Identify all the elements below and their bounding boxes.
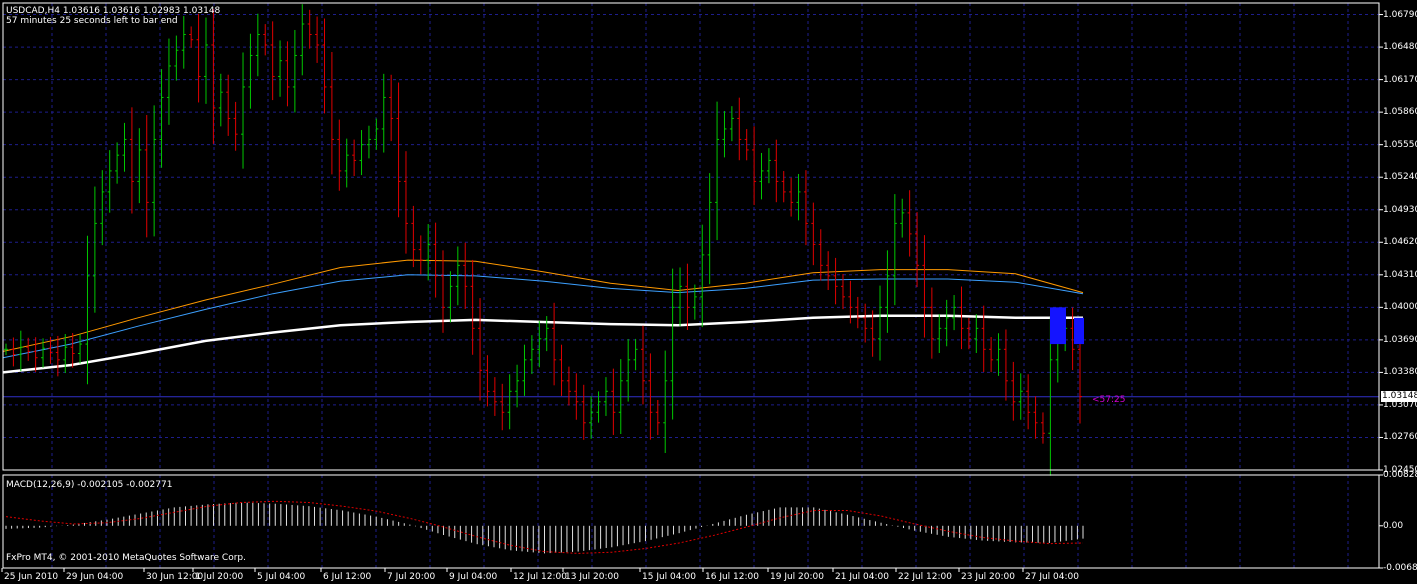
time-label: 30 Jun 12:00 — [146, 572, 204, 582]
time-label: 7 Jul 20:00 — [387, 572, 436, 582]
highlight-box — [1050, 307, 1066, 345]
time-label: 27 Jul 04:00 — [1025, 572, 1079, 582]
price-label: 1.04310 — [1383, 269, 1417, 280]
time-label: 15 Jul 04:00 — [642, 572, 696, 582]
ma-line — [2, 274, 1084, 359]
time-label: 9 Jul 04:00 — [449, 572, 498, 582]
price-frame — [2, 2, 1380, 471]
time-label: 1 Jul 20:00 — [195, 572, 244, 582]
price-label: 1.06170 — [1383, 74, 1417, 85]
price-label: 1.06480 — [1383, 42, 1417, 53]
time-label: 19 Jul 20:00 — [770, 572, 824, 582]
ma-line — [2, 314, 1083, 374]
time-label: 5 Jul 04:00 — [257, 572, 306, 582]
macd-frame — [2, 474, 1380, 569]
chart-frames — [1, 2, 1380, 572]
copyright-text: FxPro MT4, © 2001-2010 MetaQuotes Softwa… — [6, 553, 246, 563]
price-label: 1.03380 — [1383, 367, 1417, 378]
symbol-header: USDCAD,H4 1.03616 1.03616 1.02983 1.0314… — [6, 6, 221, 16]
chart-grid — [3, 3, 1383, 569]
time-label: 16 Jul 12:00 — [705, 572, 759, 582]
price-label: 1.02760 — [1383, 432, 1417, 443]
price-label: 1.05860 — [1383, 107, 1417, 118]
price-label: 1.04620 — [1383, 237, 1417, 248]
macd-title: MACD(12,26,9) -0.002105 -0.002771 — [6, 480, 173, 490]
price-bars — [4, 4, 1084, 476]
price-label: 1.04930 — [1383, 204, 1417, 215]
moving-averages — [2, 259, 1084, 374]
price-label: 1.05550 — [1383, 139, 1417, 150]
bar-countdown: <57:25 — [1092, 395, 1126, 405]
time-label: 12 Jul 12:00 — [513, 572, 567, 582]
price-label: 1.02450 — [1383, 465, 1417, 475]
highlight-box — [1074, 317, 1084, 345]
time-label: 23 Jul 20:00 — [961, 572, 1015, 582]
time-label: 21 Jul 04:00 — [835, 572, 889, 582]
macd-axis-label: 0.00828 — [1383, 470, 1417, 480]
macd-axis-label: 0.00 — [1383, 520, 1404, 531]
time-label: 22 Jul 12:00 — [898, 572, 952, 582]
macd-signal — [5, 500, 1084, 554]
price-label: 1.06790 — [1383, 9, 1417, 20]
price-label: 1.04000 — [1383, 302, 1417, 313]
price-label: 1.05240 — [1383, 172, 1417, 183]
time-label: 6 Jul 12:00 — [323, 572, 372, 582]
macd-axis-label: -0.00688 — [1383, 563, 1417, 573]
price-label: 1.03070 — [1383, 399, 1417, 410]
current-price-label: 1.03148 — [1381, 391, 1417, 402]
time-label: 25 Jun 2010 — [4, 572, 59, 582]
bar-timer: 57 minutes 25 seconds left to bar end — [6, 16, 178, 26]
time-label: 29 Jun 04:00 — [66, 572, 124, 582]
ma-line — [2, 259, 1084, 352]
price-label: 1.03690 — [1383, 334, 1417, 345]
macd-panel — [5, 500, 1084, 554]
time-label: 13 Jul 20:00 — [565, 572, 619, 582]
